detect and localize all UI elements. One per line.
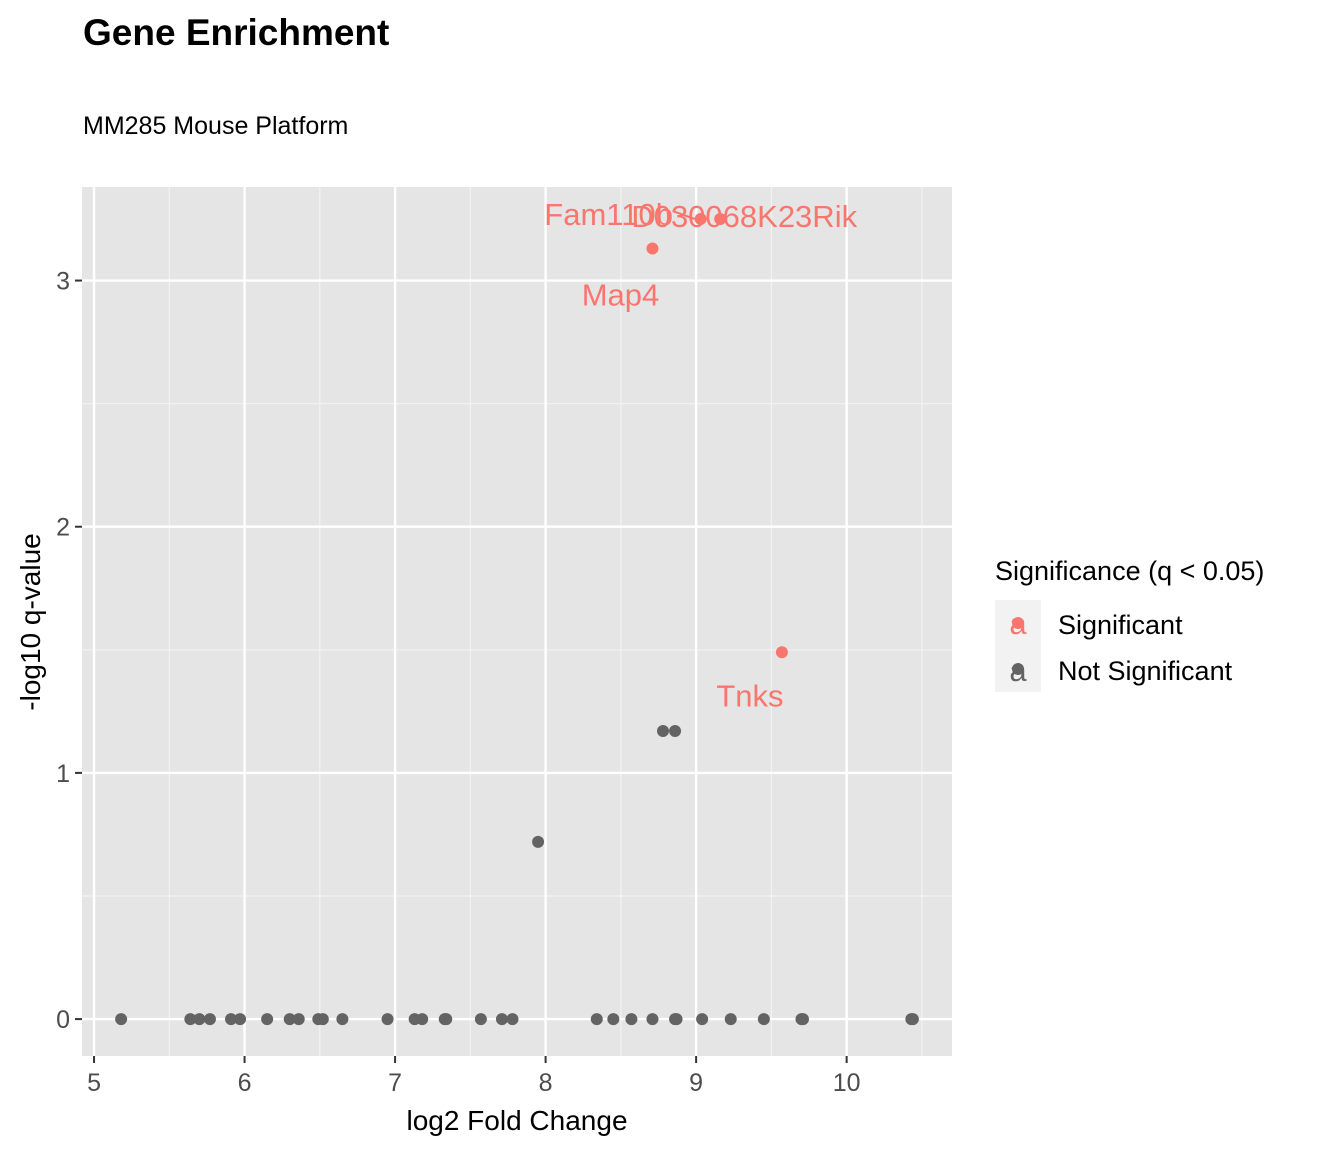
y-tick-label: 1 bbox=[56, 760, 70, 788]
x-tick-label: 6 bbox=[238, 1069, 252, 1097]
point-significant bbox=[694, 213, 707, 226]
point-not-significant bbox=[193, 1013, 206, 1026]
point-significant bbox=[714, 213, 727, 226]
x-tick-label: 10 bbox=[833, 1069, 861, 1097]
legend-key-point-not-significant bbox=[1012, 663, 1024, 675]
plot-panel bbox=[82, 187, 952, 1056]
legend-key-text-not-significant: a bbox=[1009, 653, 1027, 688]
chart-subtitle: MM285 Mouse Platform bbox=[83, 112, 348, 140]
point-not-significant bbox=[336, 1013, 349, 1026]
legend-key-text-significant: a bbox=[1009, 606, 1027, 641]
point-label: Map4 bbox=[582, 278, 660, 313]
point-not-significant bbox=[590, 1013, 603, 1026]
x-tick-labels: 5 6 7 8 9 10 bbox=[87, 1069, 860, 1097]
point-not-significant bbox=[292, 1013, 305, 1026]
point-not-significant bbox=[669, 725, 682, 738]
point-not-significant bbox=[474, 1013, 487, 1026]
point-not-significant bbox=[696, 1013, 709, 1026]
x-tick-label: 5 bbox=[87, 1069, 101, 1097]
x-tick-label: 8 bbox=[539, 1069, 553, 1097]
y-tick-label: 0 bbox=[56, 1006, 70, 1034]
label-leader-lines bbox=[672, 209, 696, 221]
axis-ticks bbox=[75, 279, 848, 1063]
point-not-significant bbox=[416, 1013, 429, 1026]
chart-title: Gene Enrichment bbox=[83, 12, 389, 53]
grid-major bbox=[82, 187, 952, 1056]
point-not-significant bbox=[506, 1013, 519, 1026]
point-not-significant bbox=[607, 1013, 620, 1026]
x-tick-label: 9 bbox=[689, 1069, 703, 1097]
point-significant bbox=[775, 646, 788, 659]
point-not-significant bbox=[670, 1013, 683, 1026]
point-not-significant bbox=[495, 1013, 508, 1026]
point-not-significant bbox=[283, 1013, 296, 1026]
point-not-significant bbox=[184, 1013, 197, 1026]
point-not-significant bbox=[657, 725, 670, 738]
point-label: D030068K23Rik bbox=[631, 199, 857, 234]
point-not-significant bbox=[234, 1013, 247, 1026]
legend-label-significant: Significant bbox=[1058, 610, 1183, 640]
point-not-significant bbox=[532, 835, 545, 848]
point-not-significant bbox=[906, 1013, 919, 1026]
point-not-significant bbox=[381, 1013, 394, 1026]
point-not-significant bbox=[440, 1013, 453, 1026]
point-not-significant bbox=[115, 1013, 128, 1026]
y-tick-label: 3 bbox=[56, 268, 70, 296]
point-not-significant bbox=[796, 1013, 809, 1026]
legend-label-not-significant: Not Significant bbox=[1058, 656, 1233, 686]
label-leader-line bbox=[672, 209, 696, 221]
point-not-significant bbox=[203, 1013, 216, 1026]
point-label: Tnks bbox=[716, 678, 783, 713]
point-label: Fam110b bbox=[544, 197, 673, 232]
legend: Significance (q < 0.05) a a Significant … bbox=[995, 556, 1264, 692]
point-not-significant bbox=[724, 1013, 737, 1026]
grid-minor bbox=[82, 187, 952, 1056]
y-tick-label: 2 bbox=[56, 514, 70, 542]
legend-key-point-significant bbox=[1012, 617, 1024, 629]
point-not-significant bbox=[757, 1013, 770, 1026]
point-not-significant bbox=[261, 1013, 274, 1026]
point-not-significant bbox=[316, 1013, 329, 1026]
point-not-significant bbox=[625, 1013, 638, 1026]
point-not-significant bbox=[646, 1013, 659, 1026]
x-tick-label: 7 bbox=[388, 1069, 402, 1097]
y-tick-labels: 0 1 2 3 bbox=[56, 268, 70, 1035]
legend-title: Significance (q < 0.05) bbox=[995, 556, 1264, 586]
point-significant bbox=[646, 242, 659, 255]
y-axis-title: -log10 q-value bbox=[15, 533, 46, 710]
data-points bbox=[115, 213, 919, 1026]
point-not-significant bbox=[225, 1013, 238, 1026]
x-axis-title: log2 Fold Change bbox=[406, 1105, 627, 1136]
